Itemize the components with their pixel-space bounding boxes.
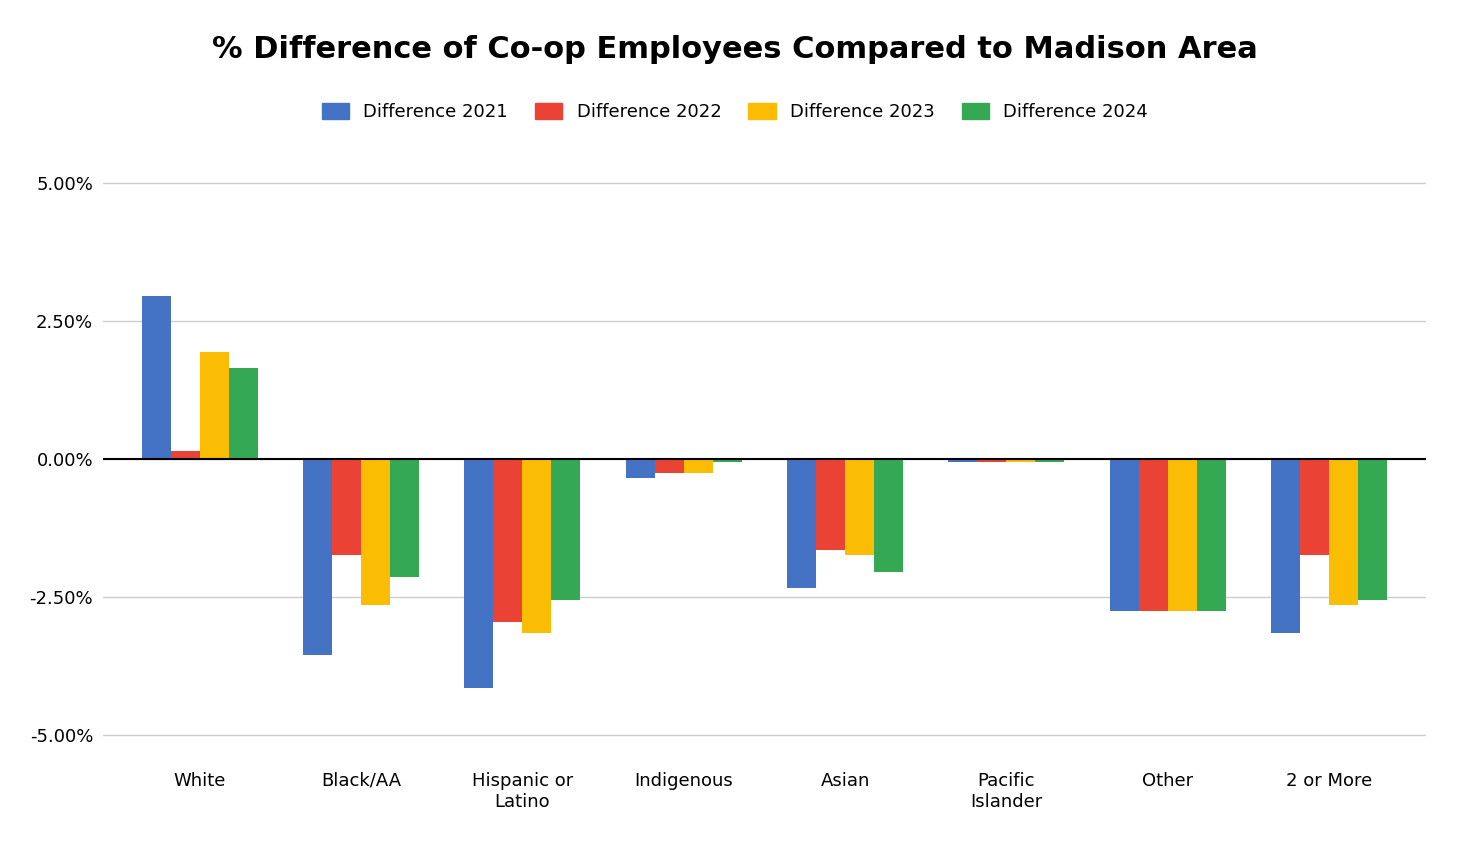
Bar xyxy=(978,459,1007,462)
Bar xyxy=(654,459,684,473)
Bar xyxy=(332,459,362,555)
Bar xyxy=(522,459,551,632)
Bar xyxy=(1197,459,1226,611)
Bar xyxy=(465,459,494,688)
Bar xyxy=(626,459,654,478)
Bar xyxy=(1358,459,1388,599)
Bar xyxy=(1035,459,1064,462)
Bar xyxy=(1299,459,1329,555)
Bar xyxy=(713,459,742,462)
Bar xyxy=(551,459,581,599)
Bar xyxy=(141,296,171,459)
Text: % Difference of Co-op Employees Compared to Madison Area: % Difference of Co-op Employees Compared… xyxy=(212,35,1258,63)
Bar xyxy=(786,459,816,589)
Bar xyxy=(1007,459,1035,462)
Bar xyxy=(1167,459,1197,611)
Bar xyxy=(948,459,978,462)
Bar xyxy=(303,459,332,655)
Bar xyxy=(875,459,903,572)
Bar xyxy=(200,352,229,459)
Bar xyxy=(1139,459,1167,611)
Bar xyxy=(684,459,713,473)
Bar xyxy=(171,450,200,459)
Bar xyxy=(1329,459,1358,605)
Bar xyxy=(390,459,419,578)
Bar xyxy=(816,459,845,550)
Bar xyxy=(362,459,390,605)
Legend: Difference 2021, Difference 2022, Difference 2023, Difference 2024: Difference 2021, Difference 2022, Differ… xyxy=(315,95,1155,128)
Bar xyxy=(494,459,522,622)
Bar xyxy=(1272,459,1299,632)
Bar xyxy=(845,459,875,555)
Bar xyxy=(1110,459,1139,611)
Bar xyxy=(229,368,257,459)
